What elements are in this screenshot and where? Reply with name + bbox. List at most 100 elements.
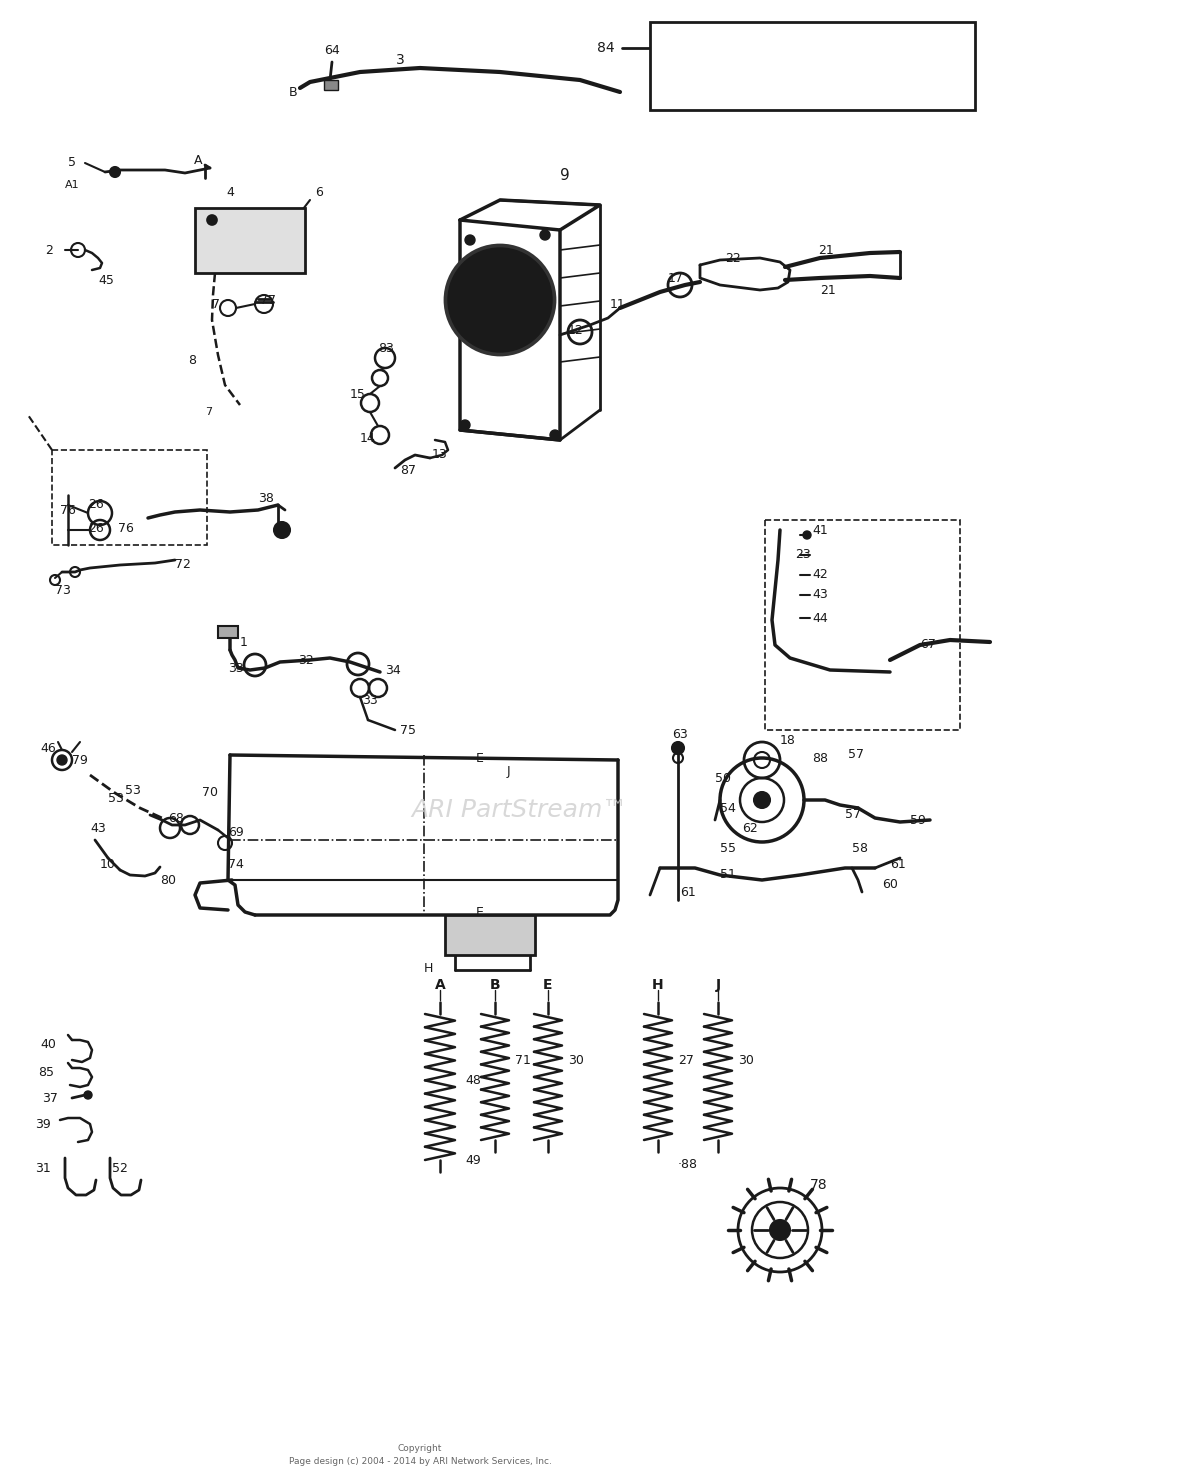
Text: 48: 48: [465, 1074, 481, 1087]
Text: 27: 27: [678, 1053, 694, 1066]
Bar: [650, 22, 975, 110]
Text: 31: 31: [35, 1161, 51, 1174]
Text: 21: 21: [820, 283, 835, 296]
Text: 21: 21: [818, 243, 834, 256]
Text: 67: 67: [920, 638, 936, 652]
Text: 68: 68: [168, 812, 184, 825]
Text: 44: 44: [812, 612, 827, 625]
Text: 15: 15: [350, 388, 366, 401]
Text: 53: 53: [109, 791, 124, 804]
Circle shape: [460, 421, 470, 429]
Text: 38: 38: [258, 492, 274, 505]
Bar: [445, 915, 535, 955]
Text: 74: 74: [228, 859, 244, 871]
Circle shape: [274, 521, 290, 538]
Text: Copyright
Page design (c) 2004 - 2014 by ARI Network Services, Inc.: Copyright Page design (c) 2004 - 2014 by…: [289, 1444, 551, 1466]
Circle shape: [540, 230, 550, 240]
Text: 33: 33: [228, 662, 244, 674]
Text: 26: 26: [88, 499, 104, 511]
Text: 13: 13: [432, 449, 447, 462]
Text: A: A: [434, 977, 445, 992]
Text: 63: 63: [671, 729, 688, 742]
Text: 37: 37: [42, 1091, 58, 1105]
Text: E: E: [476, 751, 484, 764]
Text: ·88: ·88: [678, 1158, 699, 1171]
Text: OPTIONAL EQUIPMENT: OPTIONAL EQUIPMENT: [723, 43, 902, 56]
Circle shape: [465, 235, 476, 244]
Text: 5: 5: [68, 157, 76, 169]
Text: 61: 61: [680, 886, 696, 899]
Text: 52: 52: [112, 1161, 127, 1174]
Text: 34: 34: [385, 663, 401, 677]
Text: 64: 64: [324, 43, 340, 56]
Text: 39: 39: [35, 1118, 51, 1130]
Text: 32: 32: [299, 653, 314, 666]
Text: 17: 17: [668, 271, 684, 284]
Text: 9: 9: [560, 167, 570, 182]
Text: 76: 76: [60, 504, 76, 517]
Text: 87: 87: [400, 464, 417, 477]
Text: E: E: [476, 905, 484, 918]
Text: 75: 75: [400, 724, 417, 736]
Circle shape: [445, 244, 555, 355]
Text: 57: 57: [845, 809, 861, 822]
Text: 22: 22: [725, 252, 741, 265]
Text: 60: 60: [881, 878, 898, 892]
Circle shape: [671, 742, 684, 754]
Circle shape: [84, 1091, 92, 1099]
Text: 88: 88: [812, 751, 828, 764]
Circle shape: [206, 215, 217, 225]
Bar: [195, 207, 304, 273]
Text: 83: 83: [378, 342, 394, 354]
Text: 50: 50: [715, 772, 730, 785]
Text: 59: 59: [910, 813, 926, 826]
Text: 73: 73: [55, 584, 71, 597]
Text: 2: 2: [45, 243, 53, 256]
Text: 40: 40: [40, 1038, 55, 1052]
Text: 51: 51: [720, 868, 736, 881]
Text: 84: 84: [597, 41, 615, 55]
Text: 43: 43: [90, 822, 106, 834]
Text: 18: 18: [780, 733, 795, 746]
Text: 11: 11: [610, 299, 625, 311]
Text: ARI PartStream™: ARI PartStream™: [412, 798, 628, 822]
Text: 12: 12: [568, 323, 584, 336]
Text: A1: A1: [65, 181, 79, 190]
Circle shape: [804, 532, 811, 539]
Text: 26: 26: [88, 521, 104, 535]
Text: E: E: [543, 977, 552, 992]
Text: Spark Arrester Kit: Spark Arrester Kit: [754, 77, 872, 90]
Text: 80: 80: [160, 874, 176, 887]
Text: 6: 6: [315, 187, 323, 200]
Circle shape: [550, 429, 560, 440]
Circle shape: [110, 167, 120, 178]
Text: 33: 33: [362, 693, 378, 706]
Text: 49: 49: [465, 1154, 480, 1167]
Text: 79: 79: [72, 754, 87, 767]
Text: 62: 62: [742, 822, 758, 834]
Text: H: H: [424, 961, 433, 974]
Text: 1: 1: [240, 637, 248, 650]
Bar: [52, 450, 206, 545]
Text: B: B: [490, 977, 500, 992]
Bar: [218, 626, 238, 638]
Text: 30: 30: [738, 1053, 754, 1066]
Bar: [765, 520, 961, 730]
Text: 7: 7: [212, 299, 219, 311]
Circle shape: [754, 792, 771, 809]
Text: 3: 3: [395, 53, 405, 67]
Text: 72: 72: [175, 558, 191, 572]
Text: 46: 46: [40, 742, 55, 754]
Circle shape: [771, 1220, 789, 1240]
Text: J: J: [506, 766, 510, 779]
Circle shape: [448, 247, 552, 352]
Text: 14: 14: [360, 431, 375, 444]
Text: J: J: [715, 977, 721, 992]
Text: 23: 23: [795, 548, 811, 561]
Text: 43: 43: [812, 588, 827, 601]
Text: 4: 4: [227, 187, 234, 200]
Text: 45: 45: [98, 274, 114, 286]
Text: 8: 8: [188, 354, 196, 366]
Text: 78: 78: [809, 1177, 827, 1192]
Bar: [324, 80, 337, 90]
